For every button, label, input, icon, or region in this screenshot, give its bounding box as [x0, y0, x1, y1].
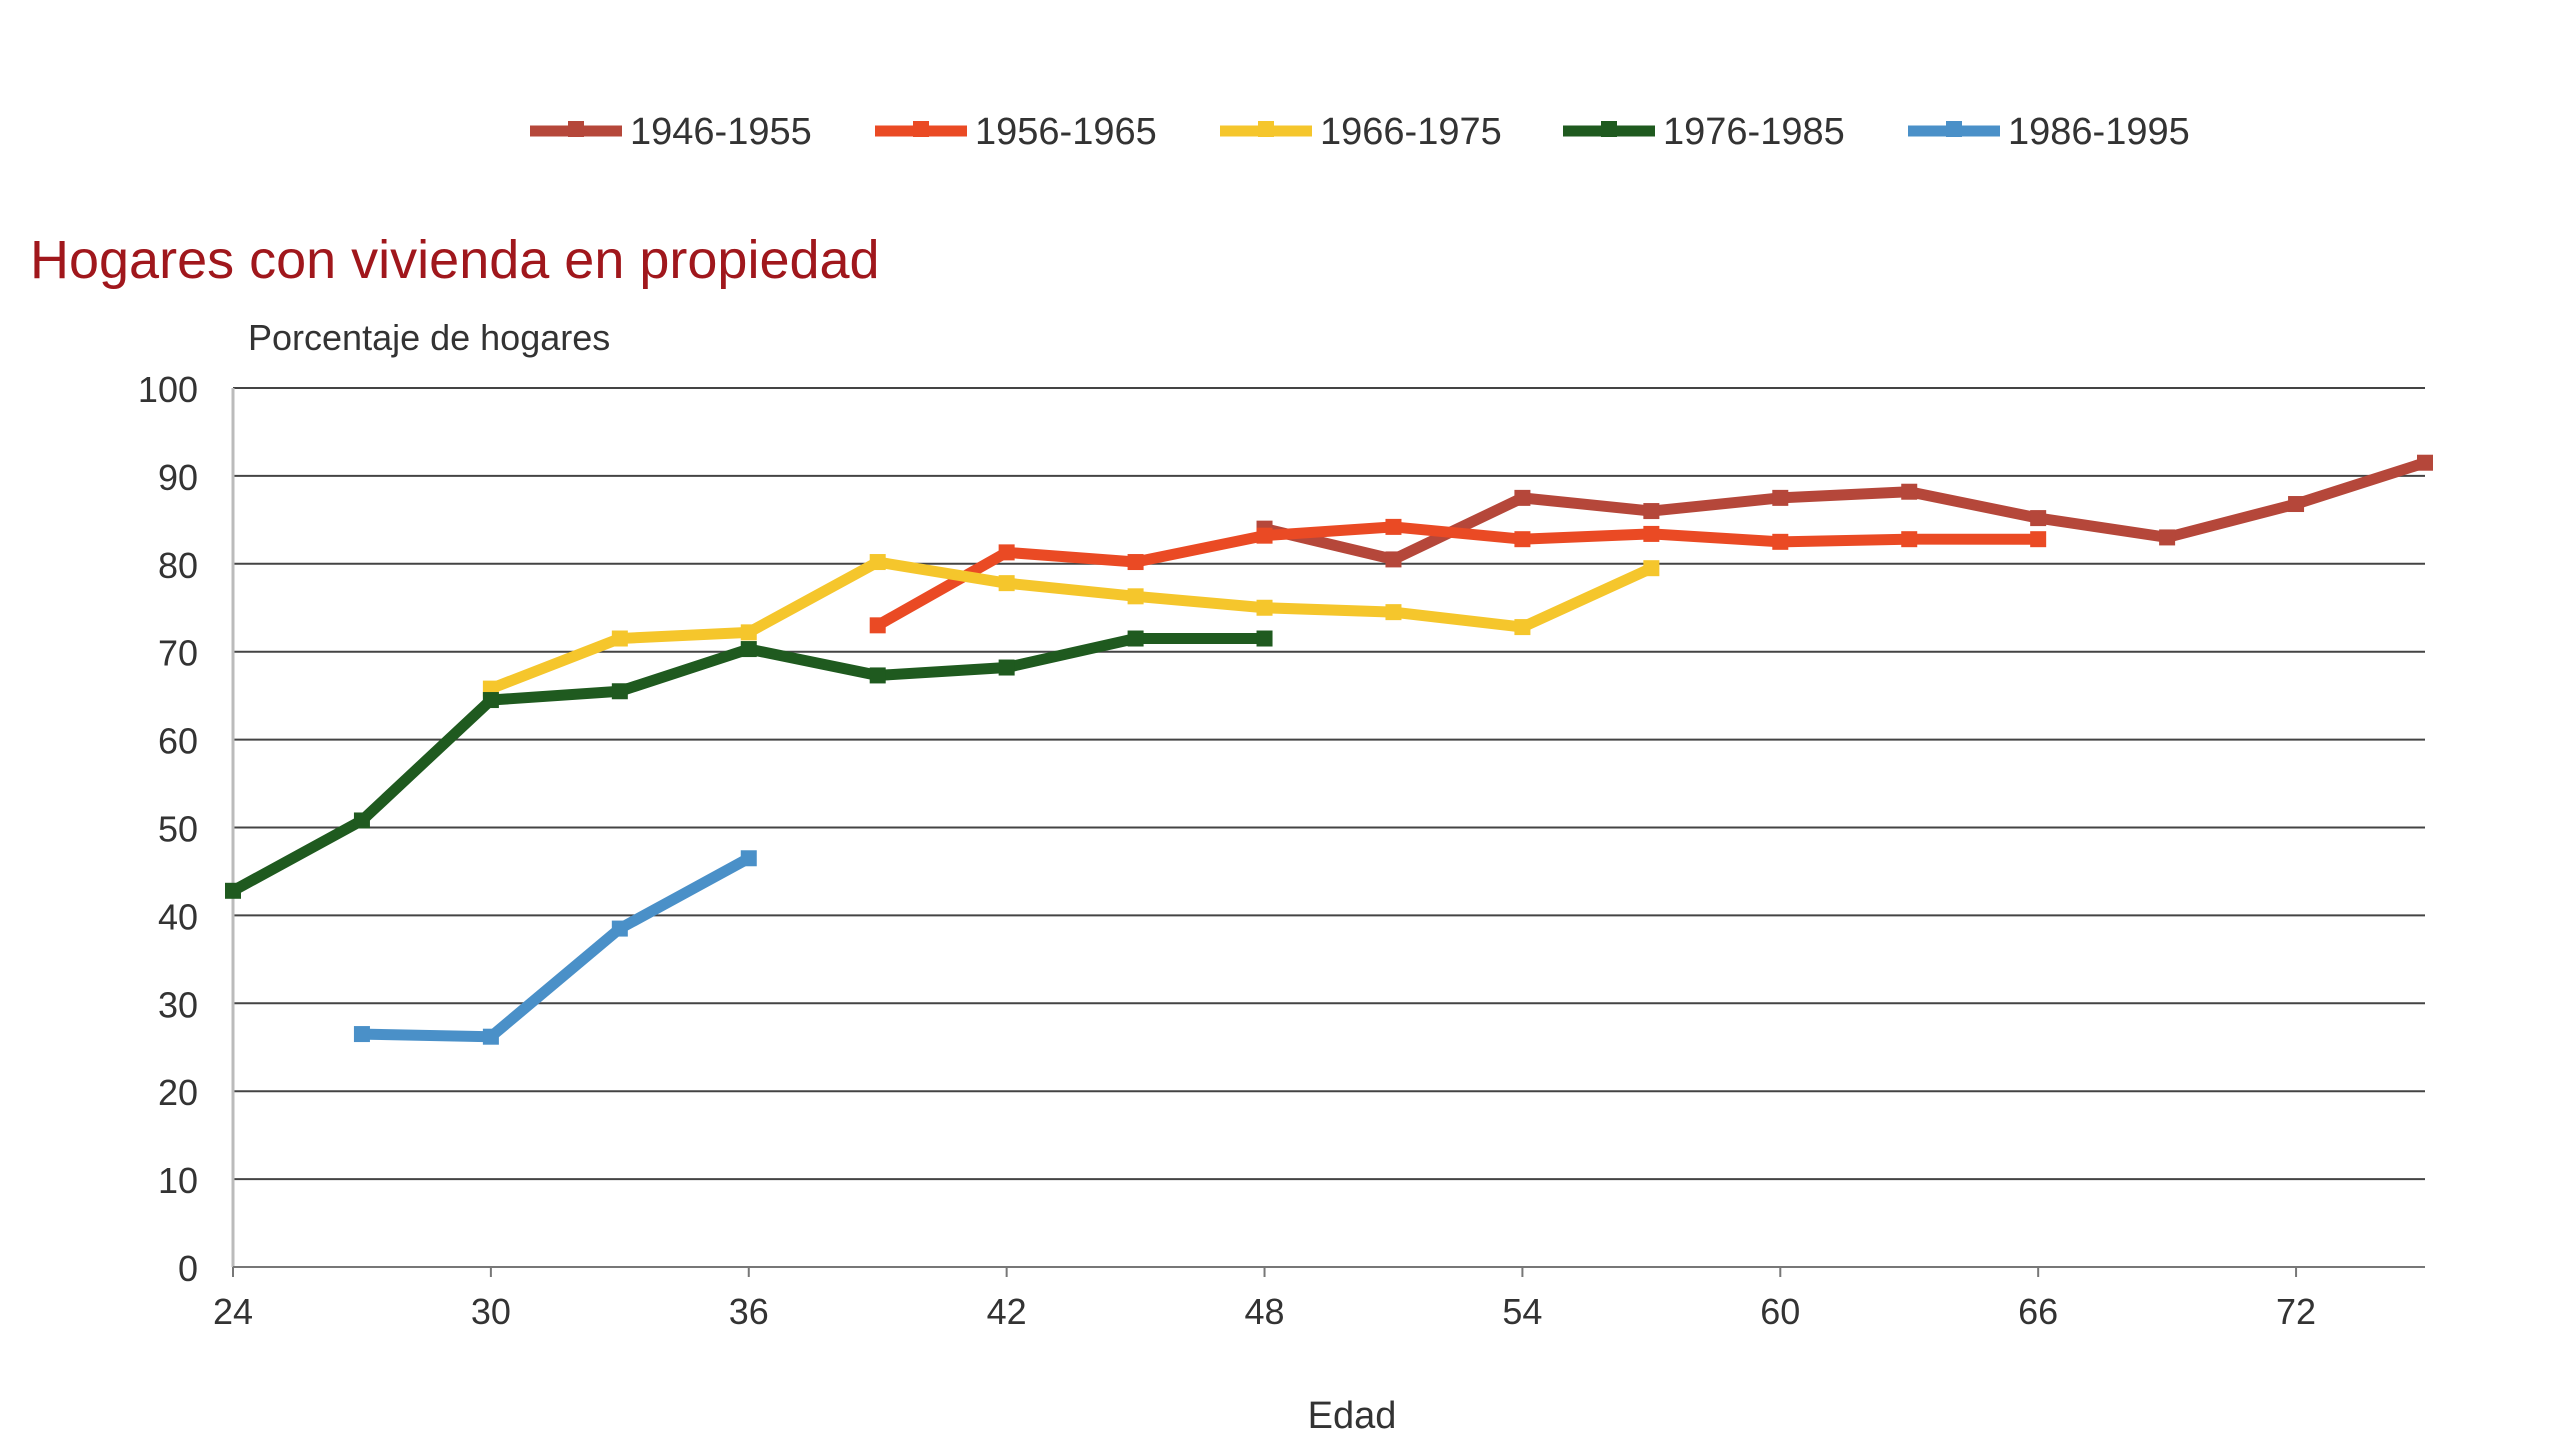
y-tick-label: 20: [158, 1072, 198, 1113]
data-point: [482, 1028, 499, 1045]
legend-marker: [568, 121, 584, 137]
data-point: [1772, 533, 1789, 550]
data-point: [611, 683, 628, 700]
x-tick-label: 54: [1502, 1291, 1542, 1332]
data-point: [353, 812, 370, 829]
x-tick-label: 42: [987, 1291, 1027, 1332]
x-tick-label: 30: [471, 1291, 511, 1332]
y-tick-label: 90: [158, 457, 198, 498]
x-tick-label: 72: [2276, 1291, 2316, 1332]
legend-label: 1946-1955: [630, 111, 812, 153]
y-ticks: 0 10 20 30 40 50 60 70 80 90 100: [138, 369, 198, 1289]
data-point: [1385, 604, 1402, 621]
data-point: [1772, 489, 1789, 506]
legend-marker: [1601, 121, 1617, 137]
series-group: [225, 454, 2433, 1045]
data-point: [611, 630, 628, 647]
data-point: [2159, 529, 2176, 546]
series-1956-1965: [869, 518, 2047, 634]
data-point: [1514, 531, 1531, 548]
y-axis-label: Porcentaje de hogares: [248, 317, 610, 358]
y-tick-label: 80: [158, 545, 198, 586]
x-ticks: 24 30 36 42 48 54 60 66 72: [213, 1267, 2316, 1332]
x-tick-label: 36: [729, 1291, 769, 1332]
series-line: [874, 521, 2039, 631]
y-tick-label: 100: [138, 369, 198, 410]
y-tick-label: 30: [158, 984, 198, 1025]
x-tick-label: 66: [2018, 1291, 2058, 1332]
data-point: [1127, 588, 1144, 605]
data-point: [225, 882, 241, 899]
data-point: [1643, 503, 1660, 520]
series-1986-1995: [353, 850, 757, 1045]
legend-marker: [1946, 121, 1962, 137]
chart-title: Hogares con vivienda en propiedad: [30, 230, 880, 290]
legend-marker: [913, 121, 929, 137]
series-line: [488, 556, 1654, 694]
legend-item: 1986-1995: [1908, 111, 2190, 153]
data-point: [1256, 599, 1273, 616]
x-tick-label: 24: [213, 1291, 253, 1332]
data-point: [353, 1026, 370, 1043]
data-point: [740, 624, 757, 641]
data-point: [611, 920, 628, 937]
legend-marker: [1258, 121, 1274, 137]
data-point: [869, 554, 886, 571]
x-tick-label: 60: [1760, 1291, 1800, 1332]
legend-label: 1956-1965: [975, 111, 1157, 153]
data-point: [1256, 527, 1273, 544]
data-point: [998, 575, 1015, 592]
y-tick-label: 50: [158, 809, 198, 850]
series-1966-1975: [482, 554, 1660, 697]
y-tick-label: 70: [158, 633, 198, 674]
series-line: [361, 853, 752, 1043]
legend-item: 1956-1965: [875, 111, 1157, 153]
x-axis-label: Edad: [1308, 1395, 1397, 1437]
data-point: [869, 667, 886, 684]
data-point: [869, 617, 886, 634]
data-point: [1127, 554, 1144, 571]
grid: [231, 387, 2425, 1268]
data-point: [482, 692, 499, 709]
legend-label: 1986-1995: [2008, 111, 2190, 153]
legend-label: 1976-1985: [1663, 111, 1845, 153]
data-point: [1385, 518, 1402, 535]
legend-item: 1976-1985: [1563, 111, 1845, 153]
data-point: [1127, 630, 1144, 647]
data-point: [1901, 483, 1918, 500]
data-point: [2030, 531, 2047, 548]
legend-label: 1966-1975: [1320, 111, 1502, 153]
y-tick-label: 10: [158, 1160, 198, 1201]
y-tick-label: 40: [158, 896, 198, 937]
legend-item: 1946-1955: [530, 111, 812, 153]
y-tick-label: 60: [158, 721, 198, 762]
data-point: [1643, 560, 1660, 577]
data-point: [2288, 496, 2305, 513]
data-point: [2030, 510, 2047, 527]
x-tick-label: 48: [1245, 1291, 1285, 1332]
data-point: [740, 850, 757, 867]
y-tick-label: 0: [178, 1248, 198, 1289]
data-point: [740, 641, 757, 658]
data-point: [1256, 630, 1273, 647]
legend: 1946-1955 1956-1965 1966-1975 1976-1985 1986…: [530, 111, 2190, 153]
data-point: [998, 544, 1015, 561]
data-point: [1385, 551, 1402, 568]
data-point: [1901, 531, 1918, 548]
series-1946-1955: [1256, 454, 2433, 568]
series-1976-1985: [225, 630, 1273, 899]
data-point: [2417, 454, 2433, 471]
legend-item: 1966-1975: [1220, 111, 1502, 153]
data-point: [1643, 525, 1660, 542]
data-point: [998, 659, 1015, 676]
data-point: [1514, 619, 1531, 636]
data-point: [1514, 489, 1531, 506]
